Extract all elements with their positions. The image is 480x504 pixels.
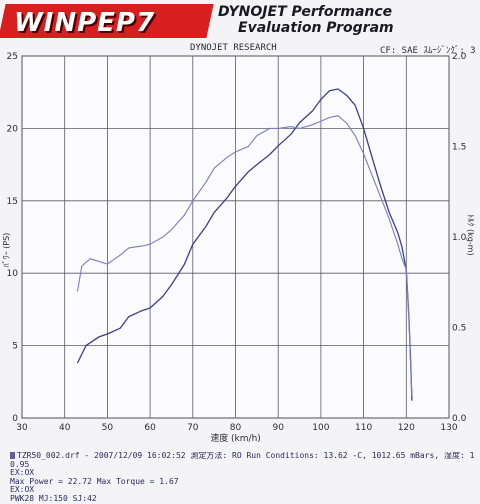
left-axis-label: ﾊﾟﾜｰ (PS)	[2, 233, 11, 268]
x-tick-label: 130	[440, 423, 457, 433]
dyno-chart: 0 5 10 15 20 25 0.0 0.5 1.0 1.5 2.0 30 40 50 60 70 80 9…	[2, 52, 475, 444]
x-tick-label: 120	[398, 423, 415, 433]
x-tick-label: 90	[272, 423, 284, 433]
right-tick-label: 0.0	[452, 414, 467, 424]
right-tick-label: 1.0	[452, 233, 467, 243]
right-axis-label: ﾄﾙｸ (kg-m)	[466, 214, 475, 255]
right-tick-label: 1.5	[452, 143, 466, 153]
left-tick-label: 0	[12, 414, 18, 424]
run-info-line: Max Power = 22.72 Max Torque = 1.67	[10, 477, 179, 486]
tagline-line2: Evaluation Program	[238, 20, 394, 36]
left-tick-label: 15	[7, 197, 18, 207]
x-tick-label: 30	[16, 423, 28, 433]
run-info-line: EX:OX	[10, 486, 35, 495]
grid	[21, 55, 450, 419]
x-tick-label: 80	[230, 423, 242, 433]
right-tick-label: 0.5	[452, 324, 466, 334]
chart-header-title: DYNOJET RESEARCH	[190, 43, 277, 53]
torque-line	[76, 115, 413, 397]
x-tick-label: 60	[144, 423, 156, 433]
run-info-line: TZR50_002.drf - 2007/12/09 16:02:52 測定方法…	[10, 452, 475, 461]
tagline-line1: DYNOJET Performance	[218, 4, 393, 20]
run-info-line: PWK28 MJ:150 SJ:42	[10, 494, 97, 503]
left-tick-label: 20	[7, 124, 19, 134]
right-axis-ticks: 0.0 0.5 1.0 1.5 2.0	[452, 52, 467, 424]
right-tick-label: 2.0	[452, 52, 467, 62]
left-tick-label: 10	[7, 269, 19, 279]
x-tick-label: 100	[312, 423, 329, 433]
x-axis-ticks: 30 40 50 60 70 80 90 100 110 120 130	[16, 423, 458, 433]
x-tick-label: 50	[102, 423, 114, 433]
series-layer	[76, 88, 413, 401]
x-axis-label: 速度 (km/h)	[210, 432, 261, 444]
left-axis-ticks: 0 5 10 15 20 25	[7, 52, 19, 424]
left-tick-label: 5	[12, 342, 18, 352]
x-tick-label: 110	[355, 423, 372, 433]
run-info: TZR50_002.drf - 2007/12/09 16:02:52 測定方法…	[10, 452, 475, 504]
power-line	[76, 88, 413, 401]
x-tick-label: 70	[187, 423, 199, 433]
banner: WINPEP7 DYNOJET Performance Evaluation P…	[0, 0, 480, 40]
run-info-line: 0.95	[10, 460, 30, 469]
winpep-logo: WINPEP7	[14, 8, 156, 38]
left-tick-label: 25	[7, 52, 18, 62]
x-tick-label: 40	[59, 423, 71, 433]
file-icon	[10, 452, 15, 459]
chart-header-settings: CF: SAE ｽﾑｰｼﾞﾝｸﾞ: 3	[380, 46, 476, 56]
run-info-line: EX:OX	[10, 469, 35, 478]
